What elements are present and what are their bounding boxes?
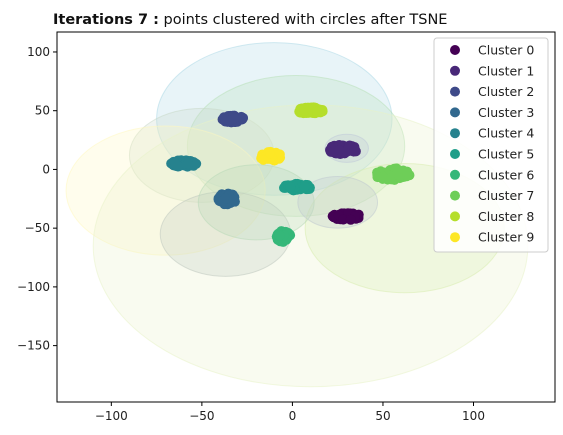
- data-point: [228, 194, 239, 205]
- legend-label: Cluster 9: [478, 230, 534, 245]
- chart-title-rest: points clustered with circles after TSNE: [159, 12, 448, 28]
- data-point: [349, 143, 360, 154]
- series-5: [279, 178, 315, 196]
- data-point: [258, 154, 269, 165]
- data-point: [338, 214, 349, 225]
- legend-marker: [450, 86, 460, 97]
- cluster-circle-3: [65, 125, 266, 256]
- legend-marker: [450, 45, 460, 55]
- series-0: [327, 208, 364, 225]
- series-4: [166, 155, 202, 172]
- y-axis: −150 −100 −50 0 50 100: [17, 45, 57, 353]
- legend-marker: [450, 169, 460, 180]
- x-tick-label: −50: [189, 409, 214, 423]
- series-3: [213, 188, 240, 210]
- x-tick-label: −100: [95, 409, 128, 423]
- plot-frame: [56, 31, 556, 403]
- data-point: [172, 161, 183, 172]
- data-point: [312, 107, 323, 118]
- legend: Cluster 0 Cluster 1 Cluster 2 Cluster 3 Clus…: [433, 37, 549, 253]
- legend-label: Cluster 0: [478, 43, 534, 58]
- data-point: [229, 113, 240, 124]
- x-axis: −100 −50 0 50 100: [95, 402, 485, 423]
- data-point: [237, 113, 248, 124]
- y-tick-label: 0: [42, 162, 50, 176]
- x-tick-label: 0: [289, 409, 297, 423]
- data-point: [264, 148, 275, 159]
- legend-marker: [450, 232, 460, 243]
- data-point: [299, 181, 310, 192]
- x-tick-label: 100: [462, 409, 485, 423]
- series-1: [325, 140, 361, 160]
- y-tick-label: 100: [27, 45, 50, 59]
- chart-title-bold: Iterations 7 :: [53, 12, 159, 28]
- legend-label: Cluster 2: [478, 84, 534, 99]
- legend-label: Cluster 4: [478, 126, 534, 141]
- legend-label: Cluster 6: [478, 167, 534, 182]
- legend-marker: [450, 65, 460, 76]
- legend-label: Cluster 8: [478, 209, 534, 224]
- data-point: [274, 230, 285, 241]
- legend-marker: [450, 211, 460, 222]
- x-tick-label: 50: [375, 409, 390, 423]
- data-point: [384, 173, 395, 184]
- points-layer: [166, 102, 415, 247]
- data-point: [274, 149, 285, 160]
- series-6: [271, 226, 296, 247]
- legend-label: Cluster 3: [478, 105, 534, 120]
- chart-title: Iterations 7 : points clustered with cir…: [53, 12, 447, 28]
- series-8: [294, 102, 328, 119]
- data-point: [401, 166, 412, 177]
- legend-label: Cluster 7: [478, 188, 534, 203]
- series-2: [217, 110, 249, 128]
- data-point: [392, 164, 403, 175]
- legend-label: Cluster 1: [478, 63, 534, 78]
- y-tick-label: −50: [25, 221, 50, 235]
- series-9: [256, 146, 286, 166]
- data-point: [345, 214, 356, 225]
- y-tick-label: −100: [17, 280, 50, 294]
- data-point: [285, 181, 296, 192]
- legend-label: Cluster 5: [478, 147, 534, 162]
- data-point: [183, 158, 194, 169]
- y-tick-label: −150: [17, 339, 50, 353]
- legend-marker: [450, 149, 460, 159]
- cluster-circle-1: [186, 74, 406, 217]
- y-tick-label: 50: [35, 104, 50, 118]
- data-point: [299, 103, 310, 114]
- series-7: [372, 163, 415, 185]
- legend-marker: [450, 128, 460, 139]
- legend-box: [433, 37, 549, 253]
- legend-marker: [450, 107, 460, 118]
- data-point: [191, 158, 202, 169]
- data-point: [334, 144, 345, 155]
- legend-marker: [450, 190, 460, 201]
- data-point: [220, 193, 231, 204]
